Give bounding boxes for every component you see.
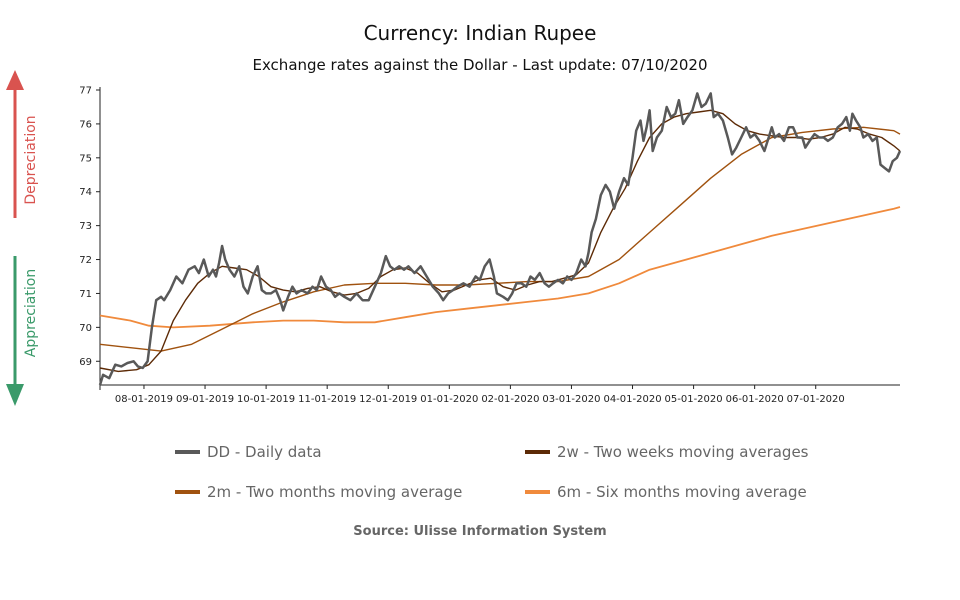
chart-title: Currency: Indian Rupee bbox=[364, 21, 597, 45]
x-tick-label: 09-01-2019 bbox=[176, 394, 234, 405]
y-tick-label: 69 bbox=[79, 357, 92, 368]
series-line bbox=[99, 109, 901, 373]
x-tick-label: 05-01-2020 bbox=[665, 394, 723, 405]
up-arrow-icon bbox=[6, 70, 24, 90]
y-tick-label: 76 bbox=[79, 119, 92, 130]
y-tick-label: 73 bbox=[79, 221, 92, 232]
y-tick-label: 74 bbox=[79, 187, 92, 198]
down-arrow-icon bbox=[6, 384, 24, 406]
y-tick-label: 75 bbox=[79, 153, 92, 164]
y-tick-label: 71 bbox=[79, 289, 92, 300]
source-note: Source: Ulisse Information System bbox=[353, 524, 606, 539]
legend-label: DD - Daily data bbox=[207, 443, 322, 461]
appreciation-label: Appreciation bbox=[23, 269, 39, 357]
series-lines bbox=[98, 92, 902, 386]
series-line bbox=[99, 126, 901, 352]
y-tick-label: 72 bbox=[79, 255, 92, 266]
legend: DD - Daily data 2w - Two weeks moving ave… bbox=[175, 443, 809, 501]
legend-label: 2m - Two months moving average bbox=[207, 483, 462, 501]
x-tick-label: 02-01-2020 bbox=[481, 394, 539, 405]
y-tick-label: 77 bbox=[79, 86, 92, 97]
chart-subtitle: Exchange rates against the Dollar - Last… bbox=[252, 56, 707, 74]
x-tick-label: 03-01-2020 bbox=[542, 394, 600, 405]
legend-label: 2w - Two weeks moving averages bbox=[557, 443, 809, 461]
x-tick-label: 10-01-2019 bbox=[237, 394, 295, 405]
axes: 69 70 71 72 73 74 75 76 77 08-01-2019 09-01-2019 10… bbox=[79, 86, 900, 405]
series-line bbox=[98, 92, 902, 386]
depreciation-label: Depreciation bbox=[23, 115, 39, 204]
x-tick-label: 11-01-2019 bbox=[298, 394, 356, 405]
direction-indicator: Depreciation Appreciation bbox=[6, 70, 39, 406]
x-tick-label: 08-01-2019 bbox=[115, 394, 173, 405]
x-tick-label: 01-01-2020 bbox=[420, 394, 478, 405]
x-tick-label: 12-01-2019 bbox=[359, 394, 417, 405]
x-tick-label: 07-01-2020 bbox=[787, 394, 845, 405]
x-tick-label: 04-01-2020 bbox=[603, 394, 661, 405]
legend-label: 6m - Six months moving average bbox=[557, 483, 807, 501]
y-tick-label: 70 bbox=[79, 323, 92, 334]
x-tick-label: 06-01-2020 bbox=[726, 394, 784, 405]
